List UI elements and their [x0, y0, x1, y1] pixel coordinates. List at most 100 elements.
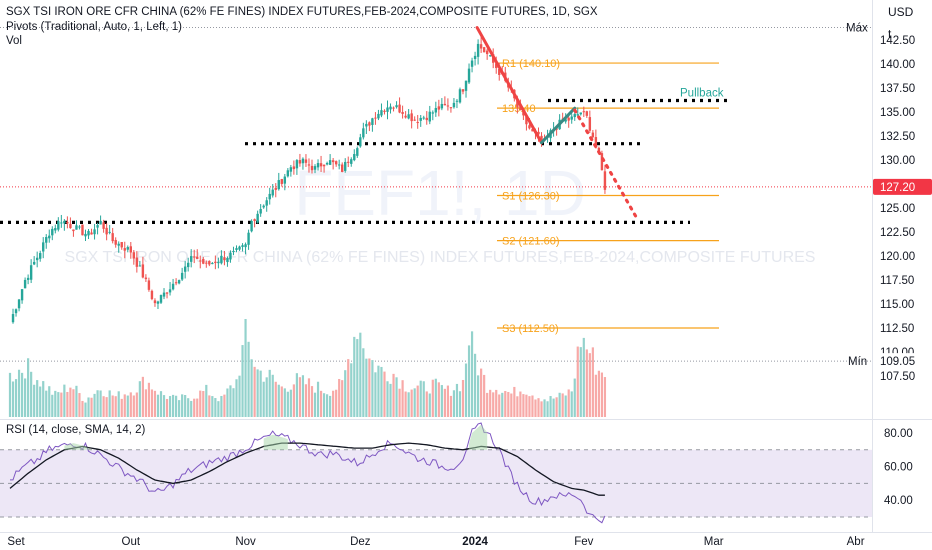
price-tick-label: 120.00	[880, 251, 915, 263]
volume-bar	[30, 371, 33, 417]
volume-bar	[286, 391, 289, 417]
price-tick-label: 115.00	[880, 299, 914, 311]
volume-bar	[449, 395, 453, 417]
volume-bar	[27, 358, 30, 417]
chart-title: SGX TSI IRON ORE CFR CHINA (62% FE FINES…	[6, 6, 598, 18]
volume-bar	[24, 378, 27, 417]
candle-body	[202, 258, 205, 264]
candle-body	[247, 232, 250, 245]
volume-bar	[316, 381, 320, 417]
candle-body	[319, 163, 323, 167]
volume-bar	[102, 396, 105, 417]
volume-bar	[247, 341, 250, 417]
candle-body	[350, 159, 353, 164]
volume-bar	[244, 319, 247, 417]
time-scale[interactable]: Set Out Nov Dez 2024 Fev Mar Abr	[7, 536, 864, 548]
candle-body	[458, 89, 462, 103]
volume-bar	[322, 393, 326, 417]
candle-body	[171, 283, 175, 290]
volume-bar	[265, 377, 268, 417]
price-tick-label: 112.50	[880, 323, 914, 335]
volume-bar	[371, 360, 374, 417]
volume-bar	[428, 393, 431, 417]
candle-body	[105, 227, 108, 235]
candle-body	[488, 55, 492, 57]
candle-body	[313, 166, 317, 170]
volume-bar	[486, 392, 489, 417]
volume-bar	[208, 395, 211, 417]
volume-bar	[531, 395, 534, 417]
volume-bar	[344, 370, 347, 417]
candle-body	[208, 261, 211, 265]
price-tick-label: 140.00	[880, 59, 915, 71]
volume-bar	[480, 368, 483, 417]
candle-body	[573, 114, 576, 118]
volume-bar	[443, 388, 446, 417]
price-scale[interactable]: 142.50 140.00 137.50 135.00 132.50 130.00 127.…	[846, 23, 932, 383]
candle-body	[120, 242, 123, 248]
time-tick-label: Set	[7, 536, 25, 548]
last-price-box	[873, 178, 932, 195]
volume-bars	[8, 319, 607, 417]
rsi-tick-label: 80.00	[884, 428, 913, 440]
candle-body	[183, 266, 187, 272]
candle-body	[277, 180, 280, 190]
volume-bar	[492, 392, 495, 417]
candle-body	[156, 301, 160, 304]
candle-body	[217, 261, 220, 264]
candle-body	[344, 161, 347, 171]
price-tick-label: 130.00	[880, 155, 915, 167]
volume-bar	[383, 371, 386, 417]
volume-indicator-label[interactable]: Vol	[6, 35, 22, 47]
candle-body	[244, 244, 247, 248]
candle-body	[283, 176, 287, 184]
pivot-label: R1 (140.10)	[502, 58, 560, 70]
volume-bar	[238, 375, 241, 417]
max-label: Máx	[846, 23, 868, 35]
volume-bar	[69, 387, 72, 417]
candle-body	[585, 111, 589, 116]
volume-bar	[105, 397, 108, 417]
candle-body	[464, 80, 468, 91]
pivot-label: S2 (121.60)	[502, 236, 559, 248]
volume-bar	[567, 389, 570, 417]
volume-bar	[431, 379, 434, 417]
volume-bar	[332, 390, 335, 417]
candle-body	[428, 111, 431, 122]
candle-body	[259, 208, 262, 214]
candle-body	[298, 160, 302, 164]
candle-body	[232, 250, 235, 252]
rsi-indicator-label[interactable]: RSI (14, close, SMA, 14, 2)	[6, 424, 146, 436]
candle-body	[479, 44, 483, 49]
volume-bar	[57, 392, 60, 417]
volume-bar	[555, 397, 558, 417]
volume-bar	[87, 397, 90, 417]
volume-bar	[45, 390, 48, 417]
volume-bar	[543, 399, 546, 417]
volume-bar	[162, 395, 166, 417]
candle-body	[162, 292, 166, 297]
volume-bar	[81, 400, 84, 417]
candle-body	[425, 117, 428, 121]
candle-body	[17, 299, 21, 309]
candle-body	[144, 277, 148, 280]
candle-body	[262, 205, 265, 208]
rsi-panel[interactable]: 80.00 60.00 40.00	[0, 422, 913, 524]
volume-bar	[407, 392, 410, 417]
candle-body	[48, 235, 51, 239]
volume-bar	[111, 395, 114, 417]
candle-body	[416, 122, 419, 124]
candle-body	[528, 125, 531, 129]
candle-body	[280, 179, 283, 184]
rsi-overbought-fill	[64, 443, 92, 450]
candle-body	[141, 264, 145, 278]
volume-bar	[380, 366, 383, 417]
volume-bar	[458, 391, 462, 417]
currency-label[interactable]: USD	[888, 5, 914, 19]
volume-bar	[93, 393, 96, 417]
volume-bar	[552, 398, 555, 417]
pivots-indicator-label[interactable]: Pivots (Traditional, Auto, 1, Left, 1)	[6, 21, 182, 33]
trend-line	[475, 26, 544, 145]
